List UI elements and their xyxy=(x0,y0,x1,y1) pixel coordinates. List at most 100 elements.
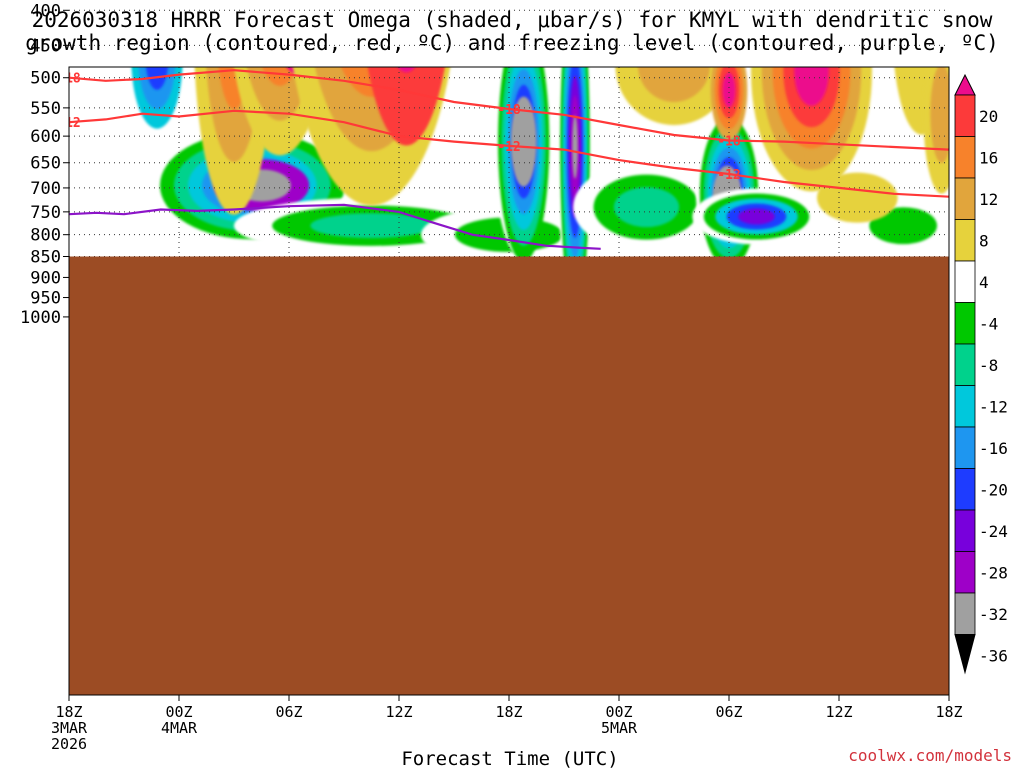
colorbar-label: -8 xyxy=(979,356,998,375)
colorbar-label: -28 xyxy=(979,564,1008,583)
omega-blob xyxy=(142,0,173,42)
omega-blob xyxy=(794,67,829,106)
colorbar-label: 16 xyxy=(979,149,998,168)
x-tick-label: 18Z xyxy=(495,703,522,721)
x-tick-label: 3MAR xyxy=(51,719,88,737)
omega-blob xyxy=(262,0,298,51)
colorbar-label: 12 xyxy=(979,190,998,209)
colorbar-swatch xyxy=(954,219,976,262)
colorbar-label: -4 xyxy=(979,315,998,334)
x-tick-label: 5MAR xyxy=(601,719,638,737)
y-tick-label: 400 xyxy=(30,1,61,21)
pressure-axis: 2503003504004505005506006507007508008509… xyxy=(20,1,69,328)
omega-colorbar: 20 16 12 8 4 -4 -8 -12 -16 -20 -24 -28 -32 -36 xyxy=(954,73,1008,675)
x-tick-label: 00Z xyxy=(605,703,632,721)
omega-blob xyxy=(262,67,298,86)
x-axis-label: Forecast Time (UTC) xyxy=(401,748,618,768)
omega-blob xyxy=(137,0,176,57)
colorbar-label: 8 xyxy=(979,232,989,251)
y-tick-label: 500 xyxy=(30,69,61,89)
omega-blob xyxy=(817,172,898,223)
omega-blob xyxy=(397,67,416,73)
temperature-contours: -18 -18 -18 -12 -12 -12 xyxy=(57,69,949,250)
contour-line xyxy=(69,69,949,151)
x-tick-label: 06Z xyxy=(275,703,302,721)
colorbar-label: -12 xyxy=(979,398,1008,417)
contour-label: -18 xyxy=(717,134,741,149)
colorbar-label: -24 xyxy=(979,522,1008,541)
omega-blob xyxy=(572,115,578,179)
omega-blob xyxy=(869,207,938,245)
colorbar-swatch xyxy=(954,302,976,345)
omega-blob xyxy=(148,67,166,73)
y-tick-label: 700 xyxy=(30,179,61,199)
chart-title-line-1: 2026030318 HRRR Forecast Omega (shaded, … xyxy=(31,8,993,32)
omega-blob xyxy=(738,208,775,225)
x-tick-label: 00Z xyxy=(165,703,192,721)
x-tick-label: 06Z xyxy=(715,703,742,721)
omega-blob xyxy=(613,187,680,228)
contour-label: -12 xyxy=(717,168,740,183)
omega-blob xyxy=(692,0,747,39)
omega-blob xyxy=(930,67,949,163)
colorbar-swatch xyxy=(954,551,976,594)
x-tick-label: 12Z xyxy=(825,703,852,721)
y-tick-label: 750 xyxy=(30,203,61,223)
omega-blob xyxy=(722,72,736,108)
colorbar-bottom-arrow xyxy=(954,634,976,675)
colorbar-label: -32 xyxy=(979,605,1008,624)
colorbar-label: 4 xyxy=(979,273,989,292)
colorbar-swatch xyxy=(954,94,976,137)
x-tick-label: 2026 xyxy=(51,735,87,753)
x-tick-label: 4MAR xyxy=(161,719,198,737)
source-credit: coolwx.com/models xyxy=(848,746,1012,765)
omega-blob xyxy=(131,67,183,129)
colorbar-swatch xyxy=(954,426,976,469)
colorbar-label: -36 xyxy=(979,647,1008,666)
y-tick-label: 600 xyxy=(30,127,61,147)
contour-label: -12 xyxy=(57,116,80,131)
omega-blob xyxy=(150,0,164,12)
y-tick-label: 850 xyxy=(30,248,61,268)
omega-blob xyxy=(146,67,168,90)
colorbar-swatch xyxy=(954,260,976,303)
colorbar-top-arrow xyxy=(954,73,976,96)
x-tick-label: 12Z xyxy=(385,703,412,721)
y-tick-label: 550 xyxy=(30,99,61,119)
omega-blob xyxy=(637,67,711,102)
y-tick-label: 950 xyxy=(30,289,61,309)
chart-title-line-2: growth region (contoured, red, ºC) and f… xyxy=(25,31,999,55)
colorbar-swatch xyxy=(954,509,976,552)
contour-label: -18 xyxy=(497,103,521,118)
omega-blob xyxy=(341,0,402,42)
colorbar-label: 20 xyxy=(979,107,998,126)
y-tick-label: 1000 xyxy=(20,308,61,328)
omega-blob xyxy=(138,67,176,110)
omega-blob xyxy=(510,96,537,187)
y-tick-label: 650 xyxy=(30,154,61,174)
y-tick-label: 800 xyxy=(30,226,61,246)
below-ground-mask xyxy=(69,256,949,695)
colorbar-swatch xyxy=(954,136,976,179)
contour-line xyxy=(69,109,949,198)
contour-line xyxy=(69,203,601,250)
omega-blob xyxy=(310,213,433,239)
contour-label: -12 xyxy=(497,140,520,155)
omega-blob xyxy=(146,0,168,27)
colorbar-label: -16 xyxy=(979,439,1008,458)
colorbar-swatch xyxy=(954,592,976,635)
omega-blob xyxy=(286,67,310,75)
x-tick-label: 18Z xyxy=(55,703,82,721)
colorbar-swatch xyxy=(954,177,976,220)
x-tick-label: 18Z xyxy=(935,703,962,721)
y-tick-label: 900 xyxy=(30,268,61,288)
colorbar-label: -20 xyxy=(979,481,1008,500)
contour-label: -18 xyxy=(57,72,81,87)
colorbar-swatch xyxy=(954,468,976,511)
omega-blob xyxy=(367,67,445,146)
y-tick-label: 450 xyxy=(30,36,61,56)
colorbar-swatch xyxy=(954,385,976,428)
colorbar-swatch xyxy=(954,343,976,386)
